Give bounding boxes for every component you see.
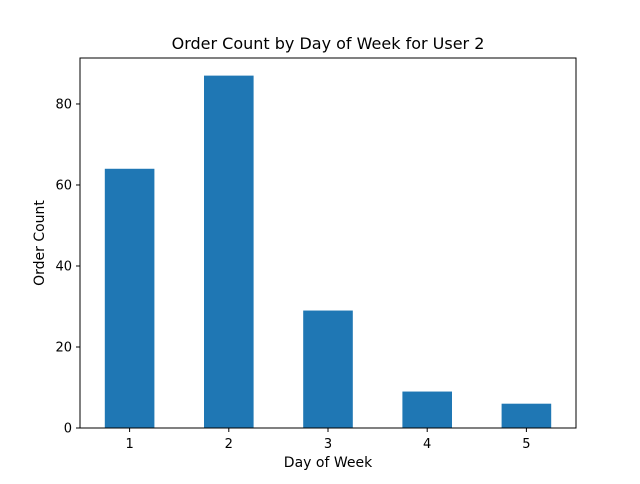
y-tick-label: 60	[55, 178, 72, 193]
x-tick-label: 2	[225, 437, 233, 452]
x-tick-label: 4	[423, 437, 431, 452]
y-tick-label: 0	[64, 422, 72, 437]
bar-1	[104, 168, 155, 429]
y-tick-label: 40	[55, 259, 72, 274]
bar-2	[204, 75, 254, 428]
y-tick-label: 20	[55, 340, 72, 355]
x-axis-ticks: 1 2 3 4 5	[125, 428, 531, 452]
y-axis-label: Order Count	[32, 200, 48, 286]
chart-title: Order Count by Day of Week for User 2	[172, 34, 485, 53]
x-tick-label: 3	[324, 437, 332, 452]
bar-4	[402, 391, 452, 428]
x-tick-label: 1	[125, 437, 133, 452]
x-tick-label: 5	[522, 437, 530, 452]
bar-3	[303, 310, 353, 428]
x-axis-label: Day of Week	[284, 455, 373, 471]
y-tick-label: 80	[55, 97, 72, 112]
bars-layer	[104, 75, 552, 429]
y-axis-ticks: 0 20 40 60 80	[55, 97, 80, 437]
bar-5	[501, 403, 552, 428]
